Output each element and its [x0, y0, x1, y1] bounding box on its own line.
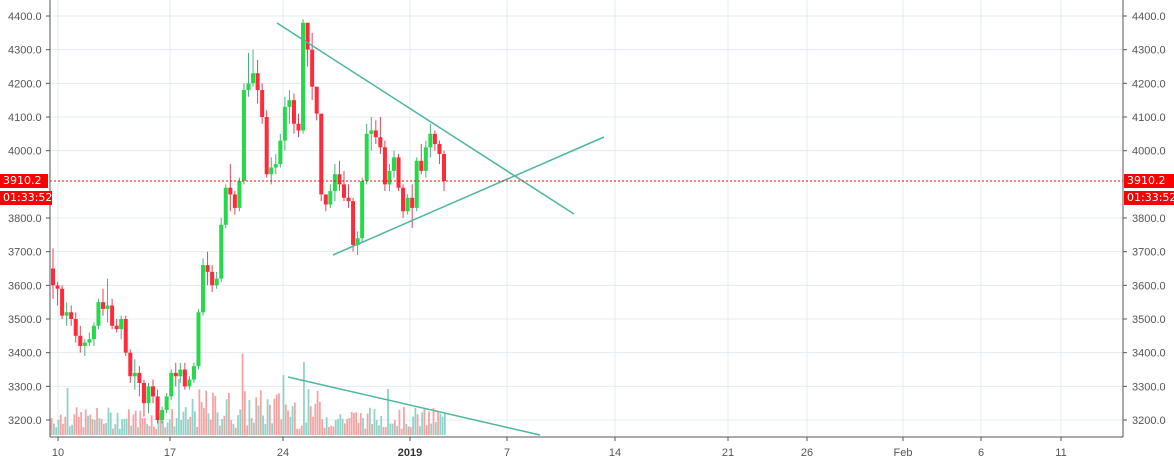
y-axis-label-left: 3500.0 [8, 314, 42, 326]
right-last-price-tag: 3910.2 [1124, 174, 1174, 188]
x-axis-label: 14 [609, 447, 621, 459]
y-axis-label-left: 3200.0 [8, 415, 42, 427]
x-axis-label: Feb [894, 447, 913, 459]
x-axis-label: 6 [978, 447, 984, 459]
y-axis-label-right: 3400.0 [1132, 348, 1166, 360]
y-axis-label-right: 3200.0 [1132, 415, 1166, 427]
y-axis-label-right: 3500.0 [1132, 314, 1166, 326]
y-axis-label-left: 3400.0 [8, 348, 42, 360]
x-axis-label: 21 [722, 447, 734, 459]
y-axis-label-right: 3300.0 [1132, 381, 1166, 393]
grid-lines [50, 0, 1123, 437]
y-axis-label-right: 4000.0 [1132, 146, 1166, 158]
volume-bars [50, 353, 446, 435]
y-axis-label-left: 3600.0 [8, 280, 42, 292]
candles [51, 19, 446, 424]
right-countdown-tag: 01:33:52 [1124, 191, 1174, 205]
y-axis-label-left: 4200.0 [8, 78, 42, 90]
x-axis-label: 11 [1055, 447, 1066, 459]
x-axis-label: 2019 [398, 447, 422, 459]
trendlines[interactable] [276, 22, 605, 436]
y-axis-label-left: 4000.0 [8, 146, 42, 158]
x-axis-label: 7 [504, 447, 510, 459]
y-axis-label-right: 4300.0 [1132, 45, 1166, 57]
y-axis-label-left: 3300.0 [8, 381, 42, 393]
lower-triangle-line[interactable] [332, 136, 605, 256]
y-axis-label-right: 4100.0 [1132, 112, 1166, 124]
y-axis-label-right: 3600.0 [1132, 280, 1166, 292]
x-axis-label: 17 [164, 447, 176, 459]
y-axis-label-left: 3700.0 [8, 247, 42, 259]
y-axis-label-right: 3700.0 [1132, 247, 1166, 259]
y-axis-label-right: 4400.0 [1132, 11, 1166, 23]
y-axis-label-left: 4100.0 [8, 112, 42, 124]
left-last-price-tag: 3910.2 [0, 174, 48, 188]
x-axis-label: 26 [801, 447, 813, 459]
x-axis-label: 24 [277, 447, 289, 459]
y-axis-label-left: 3800.0 [8, 213, 42, 225]
axes: 4400.0 4400.0 4300.0 4300.0 4200.0 4200.0 4100… [8, 0, 1166, 459]
y-axis-label-right: 4200.0 [1132, 78, 1166, 90]
y-axis-label-left: 4400.0 [8, 11, 42, 23]
y-axis-label-left: 4300.0 [8, 45, 42, 57]
left-countdown-tag: 01:33:52 [0, 191, 52, 205]
volume-trendline[interactable] [287, 376, 541, 436]
x-axis-label: 10 [52, 447, 64, 459]
y-axis-label-right: 3800.0 [1132, 213, 1166, 225]
upper-triangle-line[interactable] [276, 22, 575, 215]
